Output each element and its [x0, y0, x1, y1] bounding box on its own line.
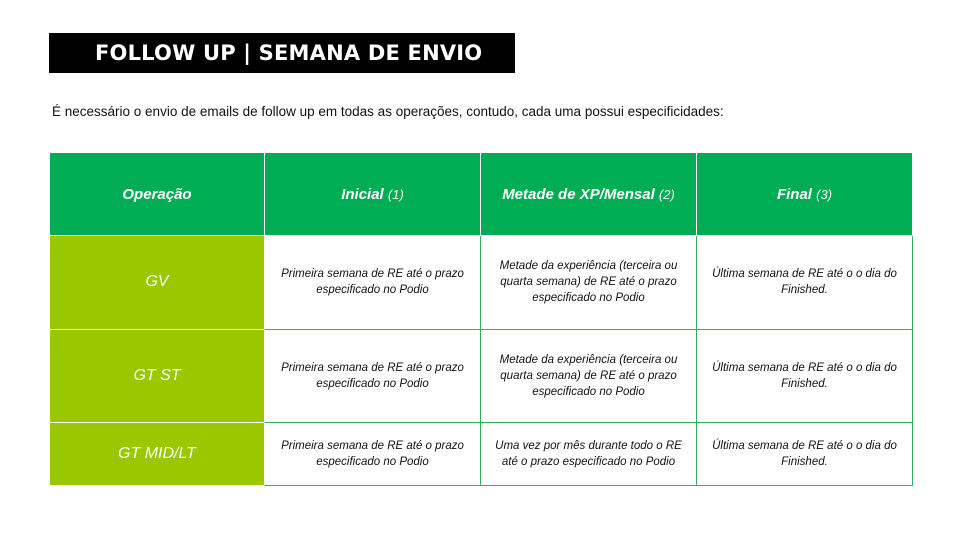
- header-final: Final (3): [696, 152, 913, 236]
- header-footnote: (1): [387, 186, 404, 202]
- header-label: Operação: [122, 185, 192, 203]
- table-row: GT MID/LT Primeira semana de RE até o pr…: [49, 422, 913, 486]
- table-header-row: Operação Inicial (1) Metade de XP/Mensal…: [49, 152, 913, 236]
- header-inicial: Inicial (1): [264, 152, 481, 236]
- header-label: Inicial: [341, 185, 384, 203]
- header-label: Metade de XP/Mensal: [502, 185, 655, 203]
- cell-metade: Metade da experiência (terceira ou quart…: [480, 235, 697, 330]
- header-footnote: (2): [658, 186, 675, 202]
- header-footnote: (3): [816, 186, 833, 202]
- cell-inicial: Primeira semana de RE até o prazo especi…: [264, 422, 481, 486]
- header-metade: Metade de XP/Mensal (2): [480, 152, 697, 236]
- cell-final: Última semana de RE até o o dia do Finis…: [696, 235, 913, 330]
- row-operation-gt-st: GT ST: [49, 328, 265, 423]
- cell-inicial: Primeira semana de RE até o prazo especi…: [264, 328, 481, 423]
- cell-metade: Metade da experiência (terceira ou quart…: [480, 328, 697, 423]
- cell-final: Última semana de RE até o o dia do Finis…: [696, 422, 913, 486]
- row-operation-gt-mid-lt: GT MID/LT: [49, 422, 265, 486]
- table-row: GV Primeira semana de RE até o prazo esp…: [49, 235, 913, 330]
- row-operation-gv: GV: [49, 235, 265, 330]
- table-row: GT ST Primeira semana de RE até o prazo …: [49, 328, 913, 423]
- page-title: FOLLOW UP | SEMANA DE ENVIO: [49, 33, 515, 73]
- intro-text: É necessário o envio de emails de follow…: [52, 104, 724, 119]
- cell-inicial: Primeira semana de RE até o prazo especi…: [264, 235, 481, 330]
- header-operacao: Operação: [49, 152, 265, 236]
- cell-metade: Uma vez por mês durante todo o RE até o …: [480, 422, 697, 486]
- cell-final: Última semana de RE até o o dia do Finis…: [696, 328, 913, 423]
- follow-up-table: Operação Inicial (1) Metade de XP/Mensal…: [49, 152, 913, 486]
- header-label: Final: [776, 185, 812, 203]
